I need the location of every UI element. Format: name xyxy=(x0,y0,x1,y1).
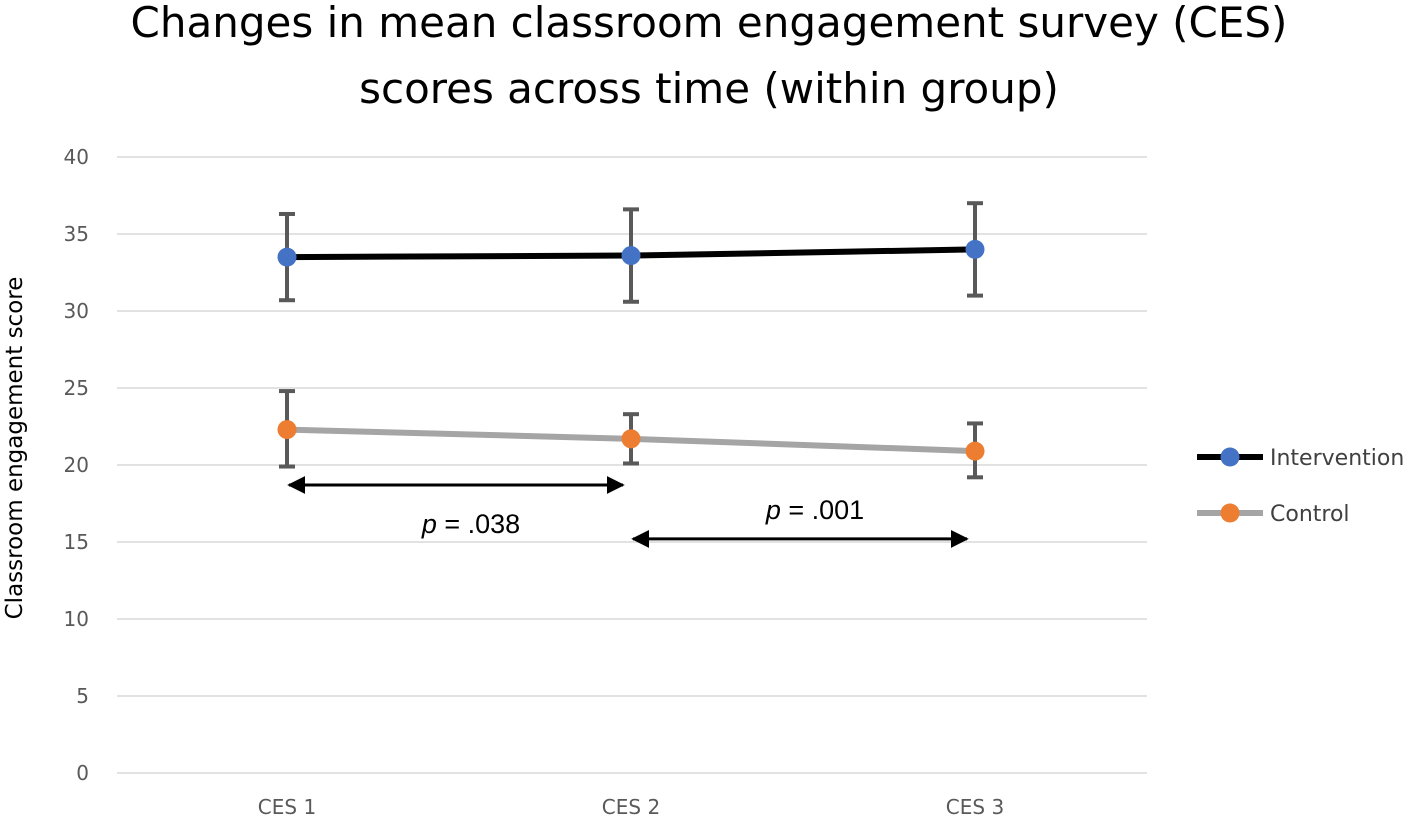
data-point-control-3 xyxy=(965,441,985,461)
chart-title-line-1: Changes in mean classroom engagement sur… xyxy=(131,0,1288,47)
data-point-control-1 xyxy=(277,420,297,440)
legend-item-intervention: Intervention xyxy=(1197,446,1404,471)
data-point-intervention-2 xyxy=(621,246,641,266)
chart-title-line-2: scores across time (within group) xyxy=(359,64,1059,113)
y-tick-label-15: 15 xyxy=(64,530,89,554)
y-tick-label-10: 10 xyxy=(64,607,89,631)
legend-label: Intervention xyxy=(1270,446,1404,471)
y-axis-label: Classroom engagement score xyxy=(2,277,28,620)
annotation-label: p = .038 xyxy=(421,509,520,539)
y-tick-label-0: 0 xyxy=(76,761,89,785)
data-point-control-2 xyxy=(621,429,641,449)
x-tick-labels: CES 1 CES 2 CES 3 xyxy=(258,795,1004,819)
annotations-layer: p = .038 p = .001 xyxy=(287,476,969,548)
y-tick-labels: 0 5 10 15 20 25 30 35 40 xyxy=(64,145,89,785)
legend-item-control: Control xyxy=(1197,502,1350,527)
annotation-label: p = .001 xyxy=(765,495,864,525)
y-tick-label-20: 20 xyxy=(64,453,89,477)
legend-label: Control xyxy=(1270,502,1350,527)
y-tick-label-30: 30 xyxy=(64,299,89,323)
data-point-intervention-3 xyxy=(965,239,985,259)
data-point-intervention-1 xyxy=(277,247,297,267)
legend: Intervention Control xyxy=(1197,446,1404,527)
y-tick-label-35: 35 xyxy=(64,222,89,246)
series-layer xyxy=(277,201,985,480)
annotation-1: p = .038 xyxy=(287,476,625,539)
x-tick-label-3: CES 3 xyxy=(946,795,1004,819)
x-tick-label-2: CES 2 xyxy=(602,795,660,819)
y-tick-label-40: 40 xyxy=(64,145,89,169)
annotation-2: p = .001 xyxy=(631,495,969,548)
legend-marker xyxy=(1220,503,1240,523)
legend-marker xyxy=(1220,447,1240,467)
y-tick-label-25: 25 xyxy=(64,376,89,400)
x-tick-label-1: CES 1 xyxy=(258,795,316,819)
y-tick-label-5: 5 xyxy=(76,684,89,708)
